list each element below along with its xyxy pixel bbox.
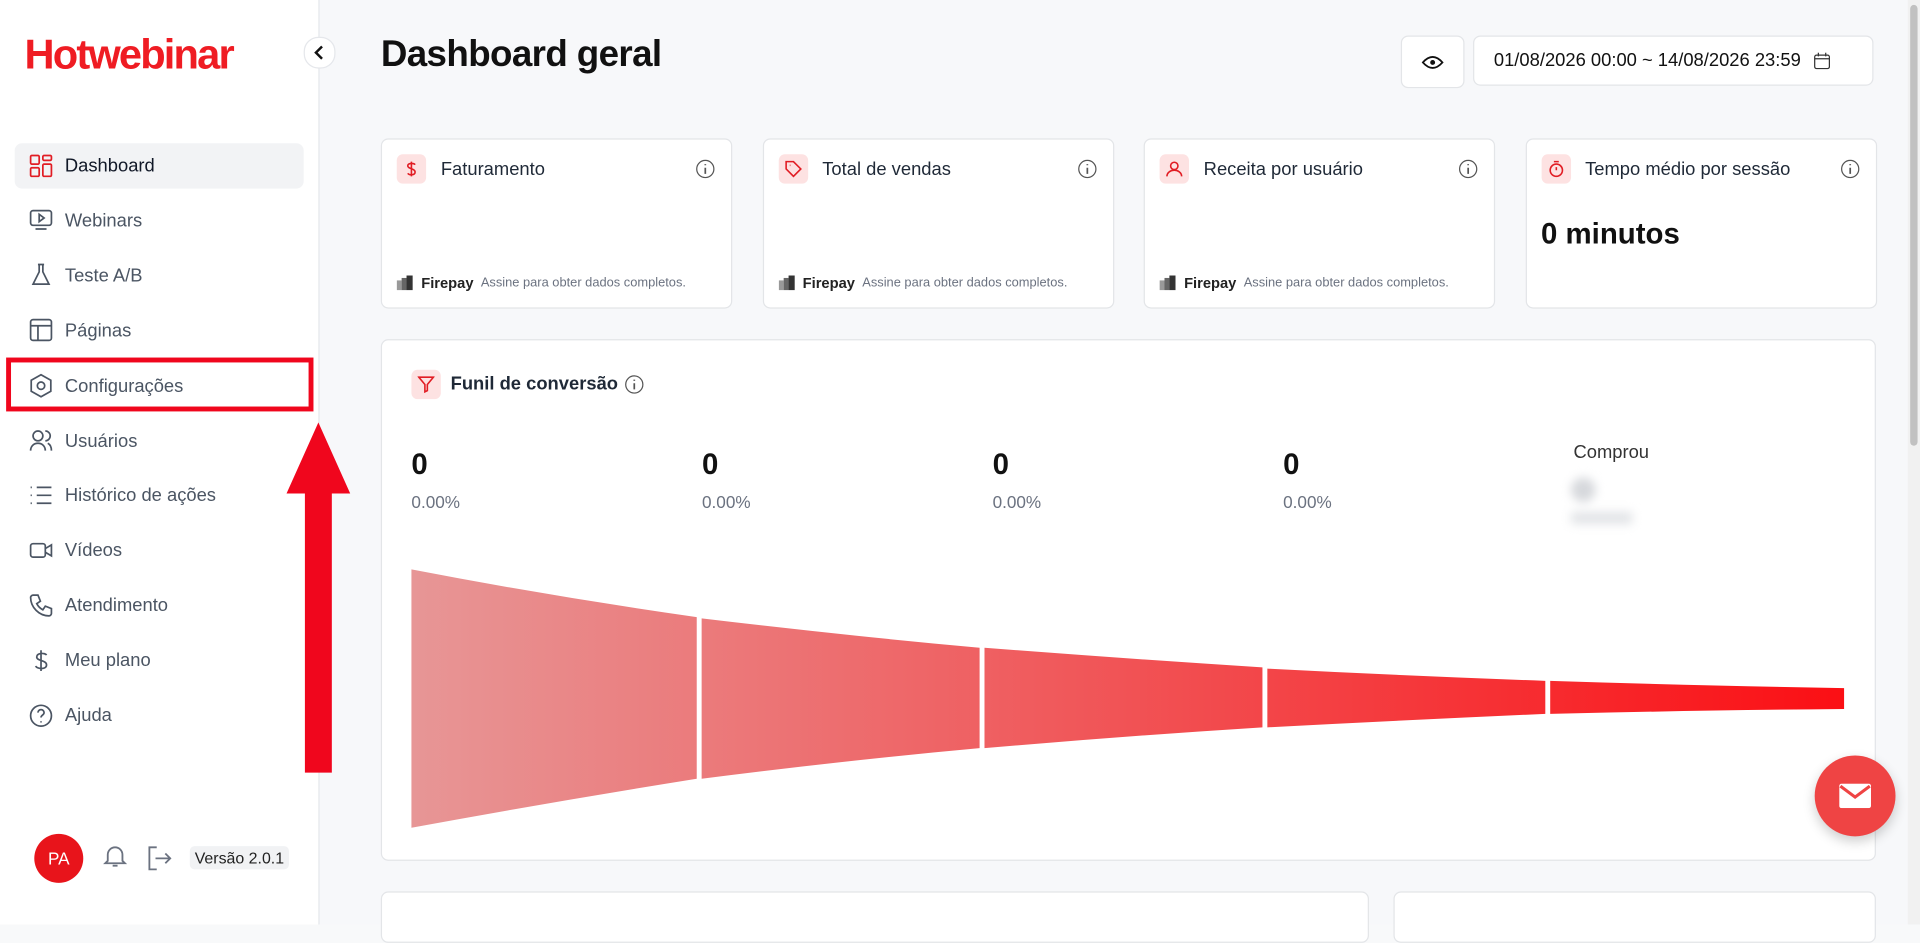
nav-label: Meu plano <box>64 650 151 672</box>
blurred-rate <box>1571 511 1633 525</box>
nav-label: Atendimento <box>64 595 169 617</box>
lower-card <box>1393 891 1876 943</box>
card-footer: Firepay Assine para obter dados completos… <box>1159 274 1449 292</box>
date-range: 01/08/2026 00:00 ~ 14/08/2026 23:59 <box>1493 50 1801 72</box>
info-icon[interactable] <box>696 159 716 179</box>
card-note: Assine para obter dados completos. <box>1243 275 1449 291</box>
funnel-last-label: Comprou <box>1573 442 1650 463</box>
card-footer: Firepay Assine para obter dados completos… <box>778 274 1067 291</box>
nav-label: Configurações <box>64 375 184 397</box>
info-icon[interactable] <box>1458 159 1478 179</box>
card-brand: Firepay <box>802 274 855 292</box>
card-note: Assine para obter dados completos. <box>862 275 1068 291</box>
nav-item[interactable]: Usuários <box>15 418 304 463</box>
card-brand: Firepay <box>1184 274 1237 292</box>
funnel-title: Funil de conversão <box>450 373 619 395</box>
step-rate: 0.00% <box>1283 492 1332 512</box>
card-icon <box>1159 154 1189 184</box>
nav-item[interactable]: Meu plano <box>15 638 304 683</box>
avatar[interactable]: PA <box>34 833 84 883</box>
metric-card: Tempo médio por sessão 0 minutos <box>1525 138 1877 309</box>
card-title: Total de vendas <box>822 159 951 181</box>
metric-card: Total de vendas Firepay Assine para obter … <box>762 138 1114 309</box>
nav-item[interactable]: Vídeos <box>15 528 304 573</box>
card-icon <box>1541 154 1571 184</box>
collapse-button[interactable] <box>303 36 336 69</box>
step-rate: 0.00% <box>411 492 461 512</box>
metric-card: Receita por usuário Firepay Assine para ob… <box>1143 138 1496 309</box>
info-icon[interactable] <box>624 375 644 395</box>
blurred-value <box>1571 477 1596 503</box>
funnel-graphic <box>411 569 1845 828</box>
nav-label: Páginas <box>64 320 132 342</box>
step-value: 0 <box>411 448 428 482</box>
lower-card <box>380 891 1369 943</box>
nav-item[interactable]: Teste A/B <box>15 253 304 298</box>
card-title: Faturamento <box>440 159 545 181</box>
card-note: Assine para obter dados completos. <box>480 275 686 291</box>
step-rate: 0.00% <box>701 492 751 512</box>
nav-item[interactable]: Dashboard <box>14 143 304 189</box>
step-rate: 0.00% <box>992 492 1042 512</box>
logo[interactable]: Hotwebinar <box>24 31 234 79</box>
mail-button[interactable] <box>1814 755 1896 837</box>
info-icon[interactable] <box>1840 159 1860 179</box>
card-value: 0 minutos <box>1541 217 1680 252</box>
highlight-box <box>6 357 314 412</box>
card-icon <box>778 154 808 184</box>
nav-label: Webinars <box>64 210 143 232</box>
card-footer: Firepay Assine para obter dados completos… <box>396 274 686 292</box>
version: Versão 2.0.1 <box>189 846 289 870</box>
app: Hotwebinar PA Versão 2.0.1 Dashboard ger… <box>6 0 1920 943</box>
step-value: 0 <box>992 448 1009 482</box>
nav-item[interactable]: Histórico de ações <box>15 473 304 518</box>
card-icon <box>396 154 427 184</box>
nav-item[interactable]: Páginas <box>15 308 304 353</box>
card-title: Tempo médio por sessão <box>1585 159 1791 181</box>
nav-item[interactable]: Webinars <box>15 198 304 243</box>
date-range-picker[interactable]: 01/08/2026 00:00 ~ 14/08/2026 23:59 <box>1473 35 1874 86</box>
nav-item[interactable]: Ajuda <box>15 693 304 738</box>
step-value: 0 <box>1283 448 1300 482</box>
nav-label: Histórico de ações <box>64 485 217 507</box>
nav-label: Vídeos <box>64 540 123 562</box>
funnel-icon <box>411 369 441 400</box>
visibility-button[interactable] <box>1400 35 1465 89</box>
nav-label: Dashboard <box>64 155 155 177</box>
nav-label: Teste A/B <box>64 265 143 287</box>
bell-icon[interactable] <box>100 841 129 870</box>
scrollbar[interactable] <box>1907 0 1920 925</box>
card-title: Receita por usuário <box>1203 159 1363 181</box>
nav-label: Usuários <box>64 430 138 452</box>
nav-item[interactable]: Atendimento <box>15 583 304 628</box>
nav-item[interactable]: Configurações <box>15 363 304 408</box>
step-value: 0 <box>701 448 719 482</box>
info-icon[interactable] <box>1077 159 1097 179</box>
annotation-arrow <box>286 422 351 773</box>
logout-icon[interactable] <box>144 844 173 873</box>
page-title: Dashboard geral <box>380 34 662 75</box>
nav-label: Ajuda <box>64 705 112 727</box>
metric-card: Faturamento Firepay Assine para obter dado… <box>380 138 733 309</box>
card-brand: Firepay <box>421 274 474 292</box>
